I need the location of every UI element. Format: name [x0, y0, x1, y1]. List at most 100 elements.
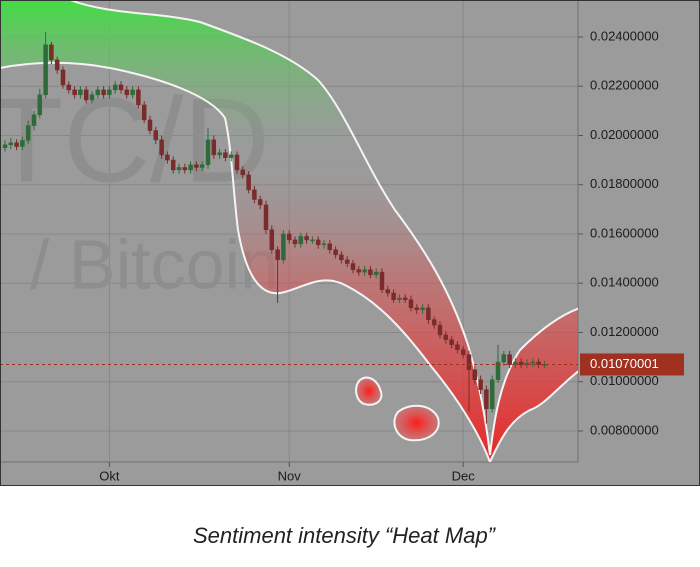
candle-body: [37, 94, 43, 116]
candle-body: [408, 299, 414, 309]
candle-body: [112, 84, 118, 91]
y-tick-label: 0.01800000: [590, 176, 659, 191]
candle-body: [495, 361, 501, 380]
y-tick-label: 0.00800000: [590, 422, 659, 437]
candle-body: [228, 154, 234, 158]
candle-body: [8, 142, 14, 146]
last-price-box: [580, 353, 684, 376]
candle-body: [420, 307, 425, 311]
candle-body: [234, 154, 240, 171]
candle-body: [194, 164, 199, 168]
candle-body: [188, 164, 193, 171]
candle-body: [89, 94, 95, 101]
candles: [2, 32, 547, 424]
candle-body: [240, 169, 246, 176]
candle-body: [402, 297, 408, 300]
candle-body: [211, 139, 217, 156]
candle-body: [54, 59, 60, 71]
candle-body: [484, 389, 489, 410]
candle-body: [292, 239, 298, 245]
candle-body: [368, 269, 373, 276]
y-tick-label: 0.01600000: [590, 225, 659, 240]
y-tick-label: 0.02200000: [590, 78, 659, 93]
candle-body: [153, 130, 159, 141]
last-price-label: 0.01070001: [590, 356, 659, 371]
candle-body: [414, 307, 420, 311]
candle-body: [286, 233, 292, 241]
y-tick-label: 0.01200000: [590, 324, 659, 339]
candle-body: [356, 269, 362, 273]
candle-body: [141, 104, 147, 121]
candle-body: [530, 361, 536, 364]
x-tick-label: Dec: [452, 468, 476, 483]
candle-body: [310, 239, 315, 242]
candle-body: [397, 297, 402, 300]
candle-body: [60, 69, 66, 86]
candle-body: [501, 354, 507, 363]
candle-body: [176, 167, 182, 171]
candle-body: [513, 361, 518, 365]
candle-body: [223, 152, 228, 158]
candle-body: [107, 89, 112, 96]
heat-spot: [393, 404, 440, 442]
candle-body: [72, 89, 77, 96]
candle-body: [431, 319, 437, 326]
candle-body: [130, 89, 135, 96]
candle-body: [385, 289, 391, 294]
axis: 0.00800000 0.01000000 0.01200000 0.01400000…: [99, 28, 684, 483]
candle-body: [339, 254, 344, 261]
candle-body: [379, 271, 385, 290]
candle-body: [362, 269, 367, 273]
candle-body: [257, 199, 263, 206]
candle-body: [205, 139, 211, 166]
candle-body: [344, 259, 350, 264]
candle-body: [507, 354, 512, 365]
candle-body: [66, 84, 72, 91]
candle-body: [25, 125, 31, 141]
candle-body: [281, 233, 286, 261]
y-tick-label: 0.01000000: [590, 373, 659, 388]
candle-body: [478, 379, 483, 390]
candle-body: [159, 139, 164, 156]
candle-body: [333, 249, 338, 256]
candle-body: [327, 243, 333, 250]
candle-body: [31, 114, 37, 126]
candle-body: [95, 89, 101, 96]
candle-body: [373, 271, 379, 276]
candle-body: [170, 159, 176, 171]
caption: Sentiment intensity “Heat Map”: [193, 523, 497, 548]
candle-body: [263, 204, 269, 231]
candle-body: [124, 89, 130, 96]
candle-body: [20, 140, 25, 147]
candle-body: [542, 364, 547, 366]
candle-body: [101, 89, 106, 96]
candle-body: [83, 89, 89, 101]
candle-body: [449, 339, 454, 346]
candle-body: [275, 249, 280, 261]
y-tick-label: 0.02000000: [590, 127, 659, 142]
candle-body: [298, 236, 304, 245]
candle-body: [437, 324, 443, 336]
candle-body: [472, 369, 478, 380]
candle-body: [426, 307, 431, 320]
candle-body: [466, 354, 472, 370]
y-tick-label: 0.02400000: [590, 28, 659, 43]
candle-body: [443, 334, 449, 340]
candle-body: [14, 142, 19, 147]
candle-body: [489, 379, 495, 410]
candle-body: [252, 189, 257, 200]
candle-body: [147, 119, 153, 131]
candle-body: [49, 44, 54, 61]
candle-body: [460, 349, 466, 355]
watermark: / Bitcoin: [30, 225, 279, 303]
candle-body: [246, 174, 251, 191]
candle-body: [391, 292, 396, 300]
candle-body: [269, 229, 275, 250]
candle-body: [455, 344, 460, 350]
candle-body: [165, 154, 170, 161]
candle-body: [2, 144, 8, 149]
candle-body: [136, 89, 141, 106]
candle-body: [199, 164, 205, 168]
